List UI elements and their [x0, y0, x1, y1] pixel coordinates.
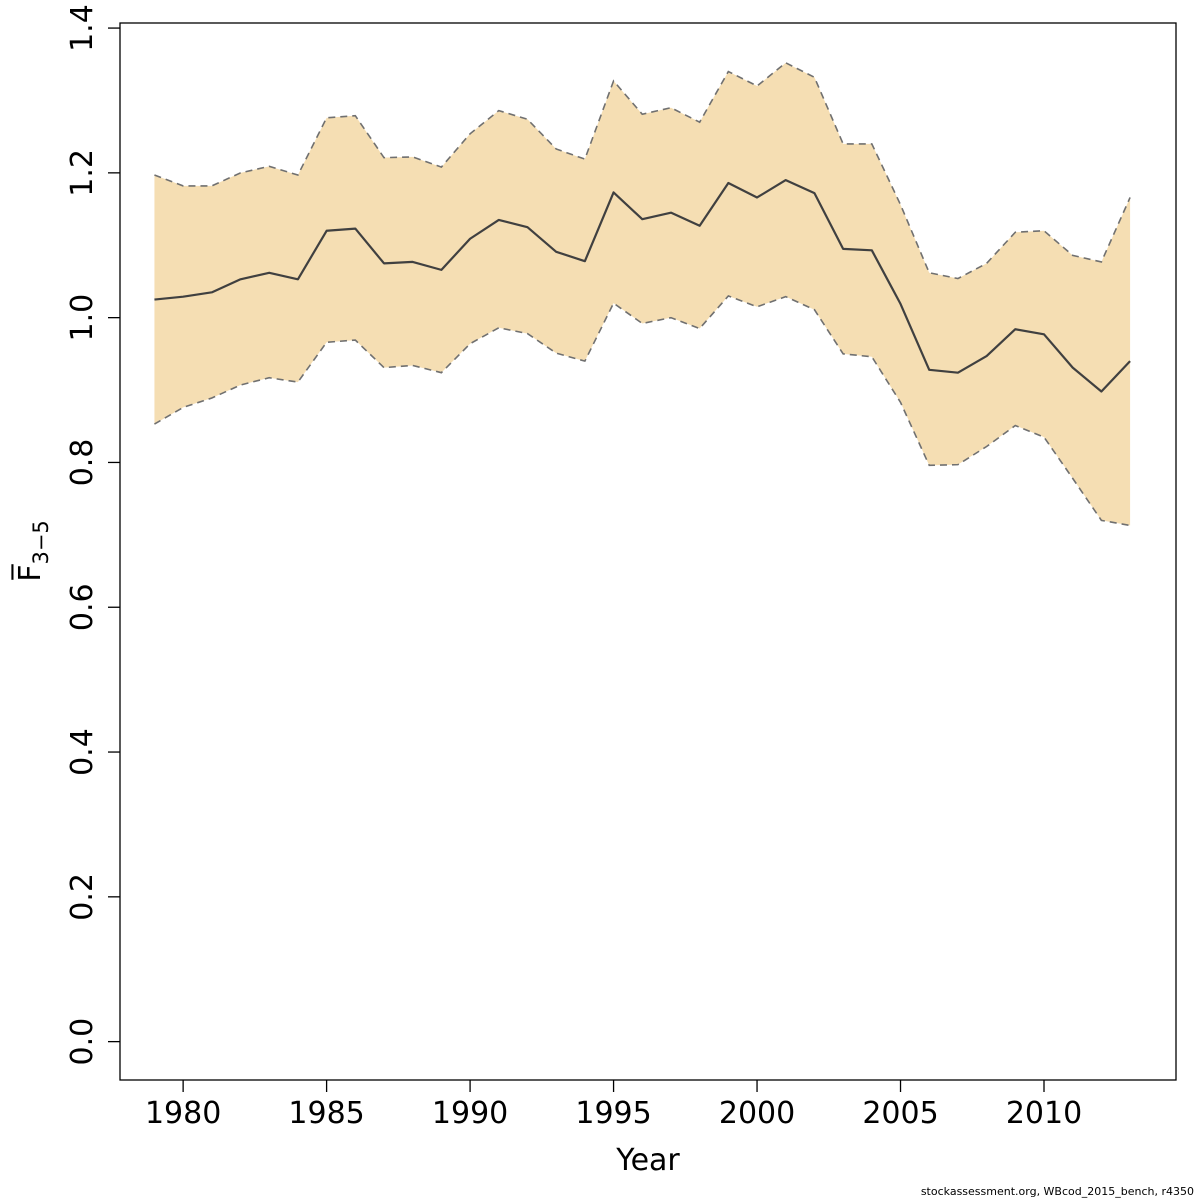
x-tick-label: 1980: [145, 1096, 221, 1131]
y-axis-title-subscript: 3−5: [29, 520, 53, 564]
lower-bound-line: [154, 294, 1131, 527]
x-tick-label: 1990: [432, 1096, 508, 1131]
y-tick-label: 0.2: [65, 873, 100, 921]
y-axis: 0.0 0.2 0.4 0.6 0.8 1.0 1.2 1.4: [65, 4, 120, 1065]
y-axis-title-main: F̅: [11, 563, 48, 581]
estimate-line: [154, 179, 1131, 393]
plot-frame: [119, 22, 1177, 1081]
confidence-band: [154, 62, 1131, 526]
y-tick-label: 0.0: [65, 1018, 100, 1066]
y-tick-label: 0.8: [65, 439, 100, 487]
x-tick-label: 1985: [288, 1096, 364, 1131]
y-tick-label: 1.0: [65, 294, 100, 342]
x-tick-label: 2005: [862, 1096, 938, 1131]
upper-bound-line: [154, 61, 1131, 280]
footer-note: stockassessment.org, WBcod_2015_bench, r…: [920, 1185, 1194, 1198]
y-tick-label: 0.4: [65, 728, 100, 776]
x-tick-label: 2010: [1006, 1096, 1082, 1131]
y-axis-title: F̅3−5: [11, 520, 53, 582]
y-tick-label: 1.2: [65, 149, 100, 197]
svg-text:F̅3−5: F̅3−5: [11, 520, 53, 582]
x-axis: 1980 1985 1990 1995 2000 2005 2010: [145, 1080, 1082, 1131]
y-tick-label: 1.4: [65, 4, 100, 52]
x-tick-label: 1995: [575, 1096, 651, 1131]
series-layer: [154, 61, 1131, 527]
x-axis-title: Year: [615, 1143, 680, 1178]
y-tick-label: 0.6: [65, 583, 100, 631]
x-tick-label: 2000: [719, 1096, 795, 1131]
confidence-band-layer: [154, 62, 1131, 526]
